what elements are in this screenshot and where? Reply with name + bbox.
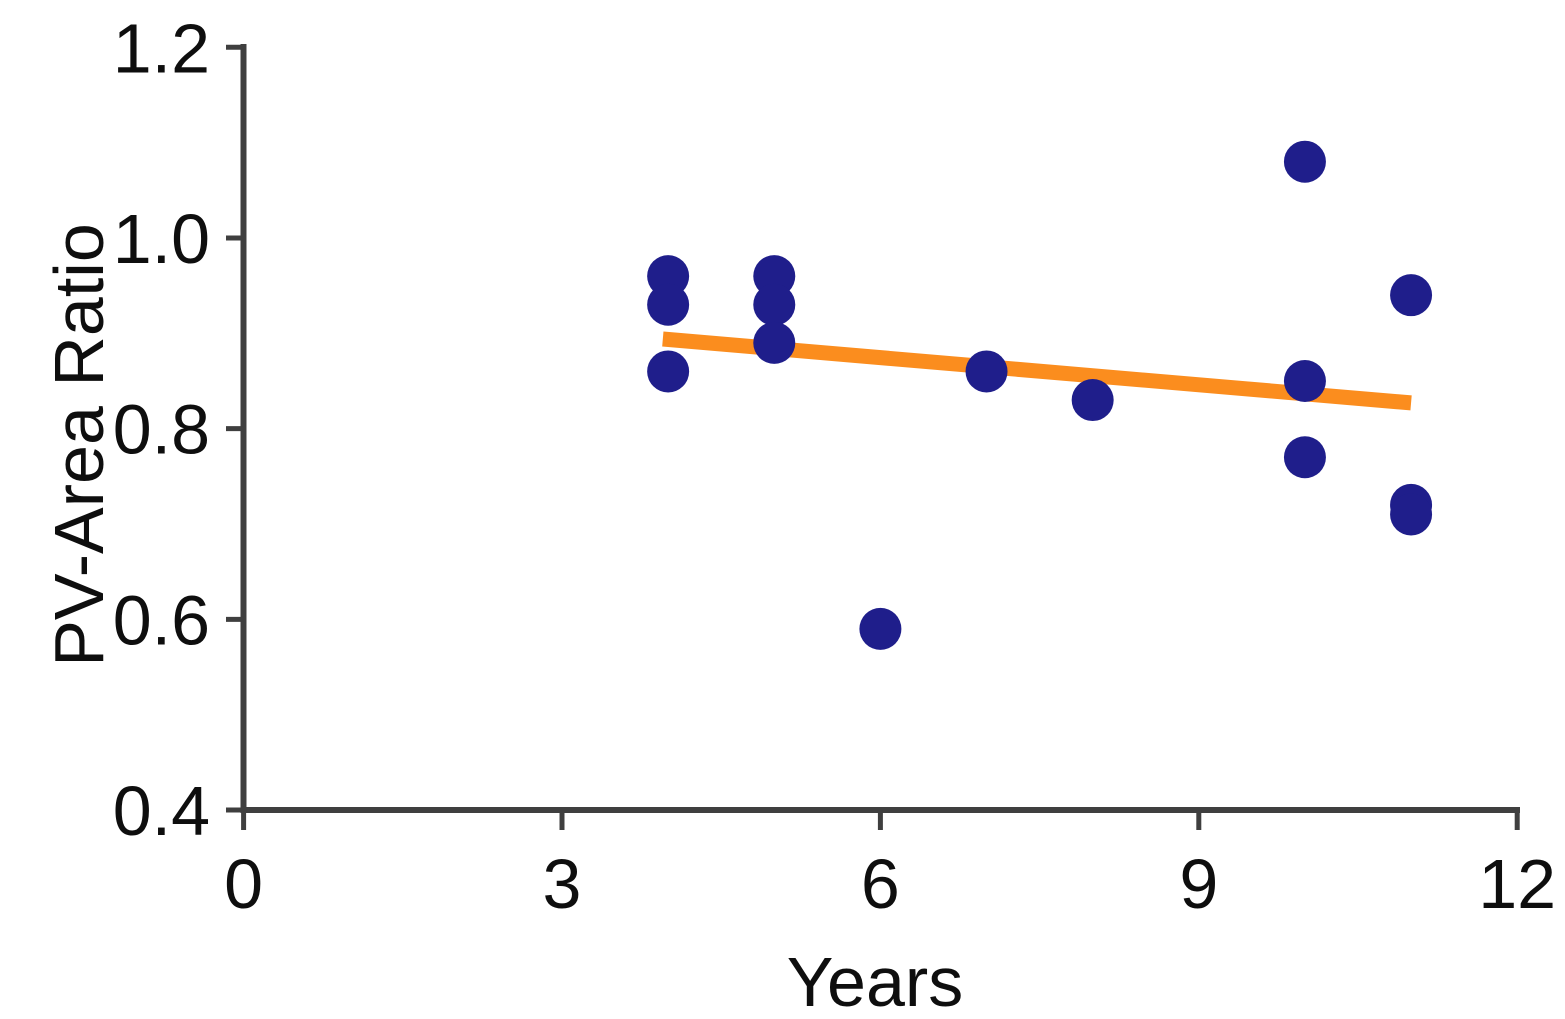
scatter-point xyxy=(1390,493,1433,536)
x-tick-label: 6 xyxy=(861,845,900,923)
y-tick-label: 0.8 xyxy=(113,391,210,469)
y-tick-label: 1.0 xyxy=(113,200,210,278)
x-tick-label: 0 xyxy=(224,845,263,923)
scatter-point xyxy=(753,321,796,364)
scatter-point xyxy=(859,607,902,650)
scatter-point xyxy=(1283,436,1326,479)
scatter-point xyxy=(647,350,690,393)
x-axis-label: Years xyxy=(787,943,963,1019)
scatter-point xyxy=(1283,359,1326,402)
y-tick-label: 1.2 xyxy=(113,9,210,87)
ticks-layer xyxy=(226,44,1520,830)
scatter-points-layer xyxy=(647,140,1433,650)
scatter-point xyxy=(647,283,690,326)
scatter-point xyxy=(1071,379,1114,422)
x-tick-label: 9 xyxy=(1179,845,1218,923)
x-tick-label: 12 xyxy=(1478,845,1556,923)
y-tick-label: 0.4 xyxy=(113,772,210,850)
y-axis-label: PV-Area Ratio xyxy=(40,223,118,667)
scatter-point xyxy=(1283,140,1326,183)
axes-layer xyxy=(240,44,1520,813)
scatter-point xyxy=(753,283,796,326)
scatter-point xyxy=(1390,274,1433,317)
tick-labels-layer: 0.4 0.6 0.8 1.0 1.2 0 3 6 9 12 xyxy=(113,9,1556,923)
y-tick-label: 0.6 xyxy=(113,581,210,659)
x-tick-label: 3 xyxy=(543,845,582,923)
scatter-point xyxy=(965,350,1008,393)
